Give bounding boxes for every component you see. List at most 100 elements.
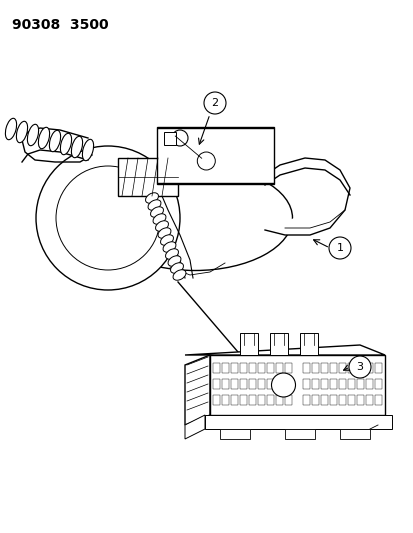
Ellipse shape <box>5 118 17 140</box>
Bar <box>275 363 282 373</box>
Bar <box>164 132 176 145</box>
Bar <box>329 363 336 373</box>
Ellipse shape <box>49 130 60 152</box>
Bar <box>284 429 314 439</box>
Bar <box>257 363 264 373</box>
Circle shape <box>328 237 350 259</box>
Bar <box>230 379 237 389</box>
Bar <box>221 395 228 405</box>
Circle shape <box>271 373 295 397</box>
Bar <box>204 415 391 429</box>
Bar <box>311 363 318 373</box>
Bar <box>212 379 219 389</box>
Text: 1: 1 <box>336 243 343 253</box>
Bar <box>257 379 264 389</box>
Ellipse shape <box>173 270 185 280</box>
Ellipse shape <box>163 242 176 252</box>
Bar <box>221 379 228 389</box>
Circle shape <box>56 166 159 270</box>
Ellipse shape <box>145 193 158 203</box>
Bar <box>284 379 291 389</box>
Bar <box>240 379 247 389</box>
Bar <box>118 158 178 196</box>
Bar <box>365 395 372 405</box>
Bar <box>284 363 291 373</box>
Bar <box>356 363 363 373</box>
Bar <box>219 429 249 439</box>
Ellipse shape <box>71 136 83 158</box>
Bar <box>302 395 309 405</box>
Ellipse shape <box>153 214 166 224</box>
Bar <box>311 395 318 405</box>
Ellipse shape <box>150 207 163 217</box>
Bar <box>248 379 255 389</box>
Polygon shape <box>185 345 384 355</box>
Ellipse shape <box>97 166 292 271</box>
Polygon shape <box>185 355 209 425</box>
Bar <box>230 363 237 373</box>
Bar <box>329 379 336 389</box>
Circle shape <box>171 130 188 146</box>
Bar <box>230 395 237 405</box>
Bar <box>374 363 381 373</box>
Bar <box>338 363 345 373</box>
Ellipse shape <box>60 133 71 155</box>
Bar <box>339 429 369 439</box>
Circle shape <box>197 152 215 170</box>
Circle shape <box>348 356 370 378</box>
Bar <box>356 395 363 405</box>
Bar <box>248 395 255 405</box>
Ellipse shape <box>158 228 171 238</box>
Bar <box>320 379 327 389</box>
Bar <box>338 379 345 389</box>
Bar <box>248 363 255 373</box>
Bar <box>240 395 247 405</box>
Bar <box>347 379 354 389</box>
Bar <box>347 363 354 373</box>
Ellipse shape <box>168 256 180 266</box>
Bar <box>275 379 282 389</box>
Circle shape <box>204 92 225 114</box>
Polygon shape <box>185 415 204 439</box>
Bar <box>275 395 282 405</box>
Ellipse shape <box>160 235 173 245</box>
Ellipse shape <box>17 122 28 143</box>
Circle shape <box>36 146 180 290</box>
Text: 2: 2 <box>211 98 218 108</box>
Bar <box>269 333 287 355</box>
Bar <box>302 363 309 373</box>
Polygon shape <box>264 158 349 235</box>
Bar <box>221 363 228 373</box>
Bar <box>266 379 273 389</box>
Bar <box>320 363 327 373</box>
Bar <box>365 363 372 373</box>
FancyBboxPatch shape <box>157 127 273 184</box>
Ellipse shape <box>148 200 161 210</box>
Ellipse shape <box>27 124 38 146</box>
Text: 3: 3 <box>356 362 363 372</box>
Bar <box>284 395 291 405</box>
Bar <box>240 363 247 373</box>
Bar <box>374 379 381 389</box>
Bar <box>209 355 384 415</box>
Bar <box>266 395 273 405</box>
Bar <box>257 395 264 405</box>
Ellipse shape <box>165 249 178 259</box>
Bar <box>347 395 354 405</box>
Bar <box>311 379 318 389</box>
Ellipse shape <box>155 221 168 231</box>
Bar <box>302 379 309 389</box>
Ellipse shape <box>82 139 93 161</box>
Bar <box>374 395 381 405</box>
Ellipse shape <box>170 263 183 273</box>
Bar <box>266 363 273 373</box>
Bar <box>320 395 327 405</box>
Bar <box>299 333 317 355</box>
Text: 90308  3500: 90308 3500 <box>12 18 108 32</box>
Bar <box>356 379 363 389</box>
Bar <box>365 379 372 389</box>
Ellipse shape <box>38 127 50 149</box>
Bar <box>212 363 219 373</box>
Bar <box>338 395 345 405</box>
Bar <box>329 395 336 405</box>
